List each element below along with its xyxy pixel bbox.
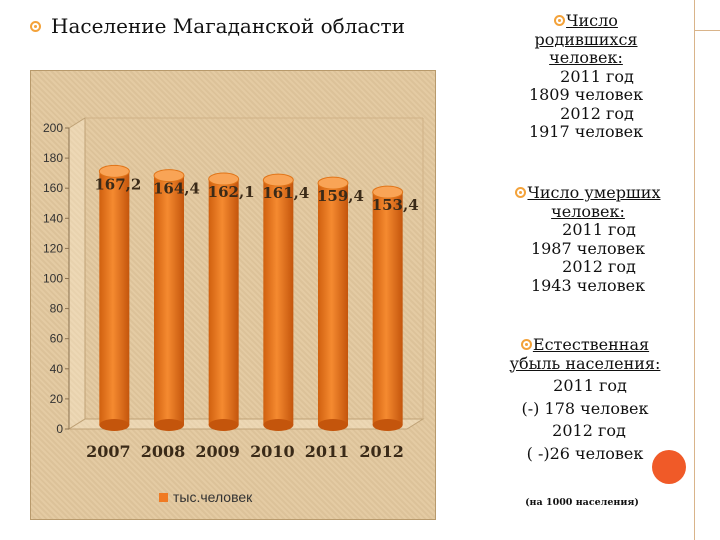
y-tick-label: 80 — [50, 302, 64, 316]
y-tick-label: 100 — [43, 272, 63, 286]
births-heading-line2: родившихся — [534, 29, 638, 49]
bar-top — [317, 176, 349, 190]
bar-body — [263, 180, 294, 425]
data-label: 159,4 — [317, 187, 364, 205]
deaths-year-2012: 2012 год — [562, 257, 636, 276]
x-axis-labels: 2007 2008 2009 2010 2011 2012 — [86, 442, 404, 461]
births-value-2011: 1809 человек — [528, 85, 644, 104]
x-tick-label: 2012 — [359, 442, 404, 461]
births-block: Число родившихся человек: 2011 год 1809 … — [498, 11, 674, 142]
x-tick-label: 2007 — [86, 442, 131, 461]
births-year-2012: 2012 год — [560, 103, 634, 123]
deaths-heading: Число умерших — [494, 183, 682, 203]
side-wall — [68, 117, 86, 430]
deaths-heading-line2: человек: — [551, 201, 625, 221]
bullet-icon — [30, 20, 41, 32]
y-axis: 0 20 40 60 80 100 120 140 160 180 200 — [43, 121, 70, 436]
natural-heading-line2: убыль населения: — [509, 353, 661, 373]
natural-value-2012: ( -)26 человек — [526, 443, 644, 463]
y-tick-label: 200 — [43, 121, 63, 135]
bar-base — [208, 419, 239, 431]
natural-decrease-block: Естественная убыль населения: 2011 год (… — [490, 335, 680, 463]
bar-base — [263, 419, 294, 431]
deaths-value-2011: 1987 человек — [530, 238, 646, 258]
bar-base — [99, 419, 130, 431]
data-label: 161,4 — [262, 184, 309, 202]
bar-top — [208, 172, 240, 186]
x-tick-label: 2008 — [141, 442, 186, 461]
births-heading: Число — [498, 11, 674, 31]
bar — [372, 185, 404, 431]
slide-frame-top — [694, 30, 720, 31]
bar-body — [154, 175, 184, 425]
bar-base — [318, 419, 348, 431]
data-labels: 167,2 164,4 162,1 161,4 159,4 153,4 — [94, 175, 418, 214]
bar — [317, 176, 349, 431]
bar-top — [262, 173, 294, 187]
bar-top — [153, 169, 185, 183]
bar-top — [98, 164, 130, 178]
y-tick-label: 140 — [43, 211, 63, 225]
natural-value-2011: (-) 178 человек — [521, 398, 649, 418]
legend: тыс.человек — [159, 489, 253, 505]
bar-body — [372, 192, 403, 425]
deaths-heading-line1: Число умерших — [527, 183, 661, 202]
legend-swatch — [159, 493, 168, 502]
data-label: 164,4 — [153, 180, 200, 198]
bar-body — [208, 179, 239, 425]
bar-base — [154, 419, 184, 431]
page-title-text: Население Магаданской области — [51, 14, 405, 38]
natural-year-2011: 2011 год — [553, 376, 627, 395]
deaths-year-2011: 2011 год — [562, 220, 636, 239]
deaths-block: Число умерших человек: 2011 год 1987 чел… — [494, 183, 682, 295]
y-tick-label: 60 — [50, 332, 64, 346]
page-title: Население Магаданской области — [30, 14, 405, 38]
y-tick-label: 160 — [43, 181, 63, 195]
births-heading-line3: человек: — [549, 48, 623, 67]
y-tick-label: 20 — [50, 392, 64, 406]
decorative-circle — [652, 450, 686, 484]
data-label: 162,1 — [208, 183, 255, 201]
y-tick-label: 180 — [43, 151, 63, 165]
births-value-2012: 1917 человек — [528, 122, 644, 141]
chart-panel: 0 20 40 60 80 100 120 140 160 180 200 167,2 164,4 16… — [30, 70, 436, 520]
bar — [208, 172, 240, 431]
y-tick-label: 0 — [56, 422, 63, 436]
y-tick-label: 40 — [50, 362, 64, 376]
bar-top — [372, 185, 404, 199]
data-label: 153,4 — [372, 196, 419, 214]
bars — [98, 164, 404, 431]
births-year-2011: 2011 год — [560, 66, 634, 86]
bar-base — [372, 419, 403, 431]
data-label: 167,2 — [94, 175, 141, 193]
bar — [262, 173, 294, 431]
footnote: (на 1000 населения) — [525, 497, 639, 508]
y-tick-label: 120 — [43, 241, 63, 255]
bullet-icon — [554, 14, 566, 26]
x-tick-label: 2011 — [305, 442, 350, 461]
slide-frame-right — [694, 0, 720, 540]
bar — [153, 169, 185, 431]
bullet-icon — [520, 338, 532, 350]
natural-heading: Естественная — [490, 335, 680, 355]
natural-heading-line1: Естественная — [532, 335, 650, 354]
bullet-icon — [515, 186, 527, 198]
births-heading-line1: Число — [566, 11, 618, 30]
bar-body — [99, 171, 130, 425]
legend-label: тыс.человек — [173, 489, 253, 505]
bar — [98, 164, 130, 431]
natural-year-2012: 2012 год — [552, 421, 626, 440]
deaths-value-2012: 1943 человек — [530, 275, 646, 295]
x-tick-label: 2010 — [250, 442, 295, 461]
x-tick-label: 2009 — [195, 442, 240, 461]
bar-body — [318, 183, 348, 425]
